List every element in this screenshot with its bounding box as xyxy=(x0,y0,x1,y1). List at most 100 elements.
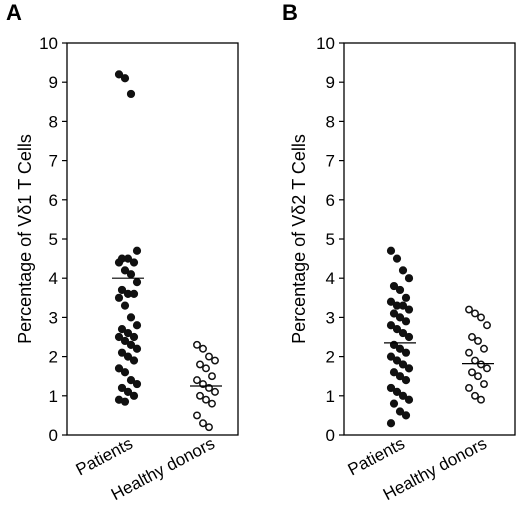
panel-b-category-label-patients: Patients xyxy=(345,434,408,480)
panel-b-patient-point xyxy=(395,372,405,381)
panel-b-patient-point xyxy=(395,313,405,322)
panel-b-donor-point xyxy=(483,321,491,330)
panel-b-donor-point xyxy=(471,356,479,365)
panel-b-patient-point xyxy=(386,321,396,330)
panel-a-patient-point xyxy=(120,301,130,310)
panel-b-patient-point xyxy=(386,352,396,361)
panel-b-y-tick-label: 0 xyxy=(326,426,335,445)
panel-b-y-tick-label: 10 xyxy=(316,34,335,53)
panel-b-patient-point xyxy=(404,305,414,314)
panel-b-patient-point xyxy=(389,368,399,377)
panel-b-patient-point xyxy=(389,281,399,291)
panel-a-patient-point xyxy=(120,336,130,346)
panel-a-patient-point xyxy=(132,344,142,353)
panel-a-y-tick-label: 2 xyxy=(49,348,58,367)
panel-a-donor-point xyxy=(211,356,219,365)
panel-b-y-tick-label: 1 xyxy=(326,387,335,406)
panel-b-patient-point xyxy=(392,356,402,365)
panel-a-patient-point xyxy=(129,391,139,400)
panel-b-donor-point xyxy=(468,368,476,377)
panel-a-patient-point xyxy=(132,379,142,389)
panel-a-letter: A xyxy=(6,0,22,25)
panel-b-donor-point xyxy=(474,372,482,381)
panel-a-donor-point xyxy=(202,364,210,373)
panel-a-patient-point xyxy=(123,254,133,263)
panel-a-patient-point xyxy=(117,285,127,295)
panel-b-patient-point xyxy=(398,328,408,338)
panel-a-y-tick-label: 7 xyxy=(49,152,58,171)
panel-a-category-label-patients: Patients xyxy=(73,434,136,480)
panel-b-y-tick-label: 3 xyxy=(326,308,335,327)
panel-a-patient-point xyxy=(129,356,139,365)
panel-b-patient-point xyxy=(395,407,405,416)
panel-b-donor-point xyxy=(477,395,485,404)
panel-b-y-tick-label: 7 xyxy=(326,152,335,171)
panel-a-donor-point xyxy=(208,399,216,408)
panel-b-donor-point xyxy=(465,348,473,357)
panel-b-patient-point xyxy=(404,395,414,404)
panel-b-patient-point xyxy=(392,254,402,263)
panel-a-patient-point xyxy=(123,328,133,338)
panel-a-patient-point xyxy=(117,383,127,393)
panel-b-plot-frame xyxy=(343,42,516,436)
panel-b-patient-point xyxy=(386,246,396,255)
panel-a-patient-point xyxy=(132,278,142,287)
panel-a-patient-point xyxy=(114,364,124,373)
panel-a-patient-point xyxy=(117,325,127,334)
panel-b-donor-point xyxy=(471,391,479,400)
panel-b-y-tick-label: 8 xyxy=(326,112,335,131)
panel-a-patient-point xyxy=(132,321,142,330)
panel-b-patient-point xyxy=(386,297,396,306)
panel-a-patient-point xyxy=(129,289,139,298)
panel-a-patient-point xyxy=(126,340,136,349)
panel-a-patient-point xyxy=(120,397,130,406)
panel-a-patient-point xyxy=(123,387,133,396)
panel-b-y-tick-label: 9 xyxy=(326,73,335,92)
panel-a-donor-point xyxy=(208,372,216,381)
panel-b-donor-point xyxy=(471,309,479,318)
panel-a-y-tick-label: 10 xyxy=(39,34,58,53)
panel-a-patient-point xyxy=(126,376,136,385)
panel-b-patient-point xyxy=(401,317,411,326)
panel-a-patient-point xyxy=(129,258,139,267)
panel-b-donor-point xyxy=(465,384,473,392)
panel-b-patient-point xyxy=(392,325,402,334)
panel-a-donor-point xyxy=(205,423,213,432)
panel-b-patient-point xyxy=(404,332,414,342)
panel-a-donor-point xyxy=(196,360,204,369)
panel-a-patient-point xyxy=(120,266,130,275)
panel-b-patient-point xyxy=(395,344,405,353)
panel-b-patient-point xyxy=(401,348,411,357)
panel-a-patient-point xyxy=(117,348,127,357)
panel-a-y-tick-label: 6 xyxy=(49,191,58,210)
panel-a-y-axis-label: Percentage of Vδ1 T Cells xyxy=(15,134,35,344)
panel-a-y-tick-label: 0 xyxy=(49,426,58,445)
panel-a-y-tick-label: 8 xyxy=(49,112,58,131)
panel-b-donor-point xyxy=(483,364,491,373)
panel-a-patient-point xyxy=(126,89,136,99)
panel-a-patient-point xyxy=(114,332,124,342)
panel-a-donor-point xyxy=(205,352,213,361)
panel-b-donor-point xyxy=(480,380,488,388)
panel-b-y-tick-label: 2 xyxy=(326,348,335,367)
panel-b-patient-point xyxy=(389,399,399,408)
panel-a-y-tick-label: 5 xyxy=(49,230,58,249)
panel-b-donor-point xyxy=(474,336,482,345)
panel-a-donor-point xyxy=(193,376,201,385)
panel-b-patient-point xyxy=(386,383,396,393)
panel-b-y-tick-label: 5 xyxy=(326,230,335,249)
panel-a-donor-point xyxy=(196,391,204,400)
panel-b-patient-point xyxy=(401,411,411,420)
panel-b-donor-point xyxy=(468,333,476,341)
panel-b-patient-point xyxy=(398,301,408,310)
panel-b-patient-point xyxy=(386,419,396,428)
panel-b-patient-point xyxy=(401,376,411,385)
panel-a-y-tick-label: 9 xyxy=(49,73,58,92)
panel-a-donor-point xyxy=(193,411,201,420)
panel-a-patient-point xyxy=(120,368,130,377)
panel-b-patient-point xyxy=(398,266,408,275)
panel-a-y-tick-label: 4 xyxy=(49,269,58,288)
panel-a-y-tick-label: 3 xyxy=(49,308,58,327)
panel-a-patient-point xyxy=(126,270,136,279)
